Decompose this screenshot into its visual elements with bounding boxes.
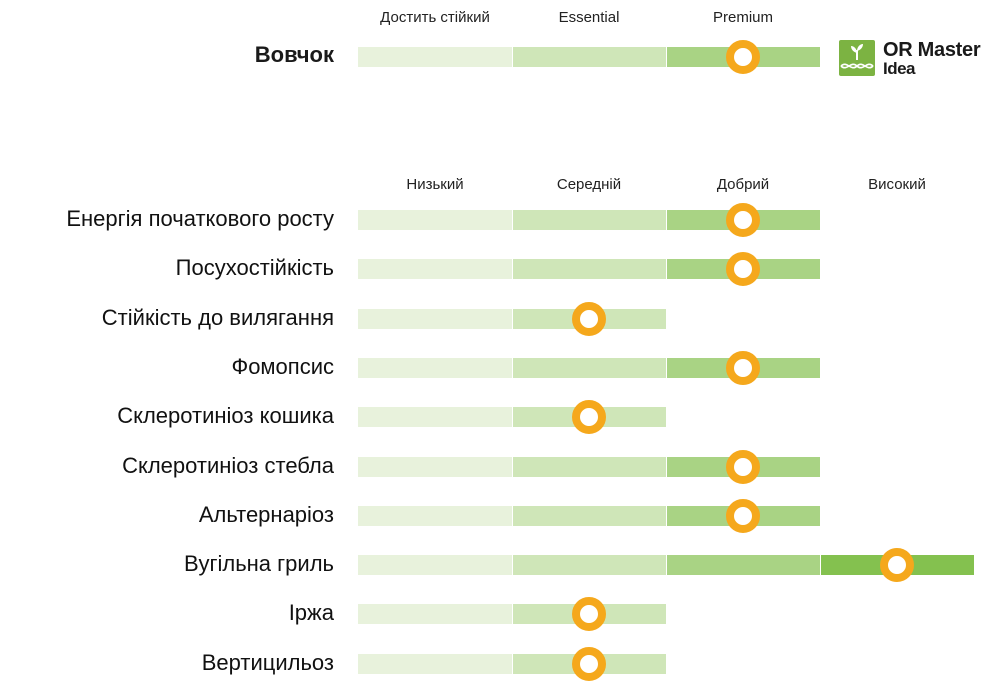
top-scale-label-2: Essential bbox=[558, 9, 620, 26]
trait-level-bar bbox=[358, 604, 666, 624]
trait-label: Склеротиніоз кошика bbox=[117, 403, 334, 428]
trait-level-marker bbox=[572, 597, 606, 631]
trait-bar-segment-1 bbox=[358, 604, 512, 624]
brand-logo: OR Master Idea bbox=[839, 39, 995, 78]
trait-bar-segment-2 bbox=[512, 210, 666, 230]
trait-label: Склеротиніоз стебла bbox=[122, 453, 334, 478]
trait-bar-segment-1 bbox=[358, 210, 512, 230]
trait-level-bar bbox=[358, 358, 820, 378]
top-scale-label-3: Premium bbox=[712, 9, 773, 26]
trait-label: Іржа bbox=[288, 600, 334, 625]
trait-level-marker bbox=[726, 351, 760, 385]
trait-bar-segment-1 bbox=[358, 457, 512, 477]
top-scale-label-1: Достить стійкий bbox=[380, 9, 490, 26]
trait-bar-segment-1 bbox=[358, 407, 512, 427]
trait-label: Енергія початкового росту bbox=[66, 206, 334, 231]
trait-level-marker bbox=[726, 499, 760, 533]
seedling-dna-icon bbox=[839, 40, 875, 76]
logo-text-line1: OR Master bbox=[883, 39, 981, 61]
trait-bar-segment-2 bbox=[512, 457, 666, 477]
trait-label: Вугільна гриль bbox=[184, 551, 334, 576]
trait-label: Альтернаріоз bbox=[198, 502, 334, 527]
trait-level-marker bbox=[726, 252, 760, 286]
trait-bar-segment-1 bbox=[358, 654, 512, 674]
trait-level-marker bbox=[726, 203, 760, 237]
product-name: Вовчок bbox=[254, 42, 334, 67]
product-bar-segment-1 bbox=[358, 47, 512, 67]
trait-level-bar bbox=[358, 457, 820, 477]
scale-label-good: Добрий bbox=[716, 176, 770, 193]
trait-label: Стійкість до вилягання bbox=[101, 305, 334, 330]
trait-bar-segment-1 bbox=[358, 309, 512, 329]
trait-level-marker bbox=[572, 302, 606, 336]
logo-text-line2: Idea bbox=[883, 59, 916, 78]
scale-label-high: Високий bbox=[868, 176, 926, 193]
trait-bar-segment-2 bbox=[512, 555, 666, 575]
trait-level-marker bbox=[880, 548, 914, 582]
trait-bar-segment-3 bbox=[666, 555, 820, 575]
trait-level-bar bbox=[358, 407, 666, 427]
trait-bar-segment-1 bbox=[358, 259, 512, 279]
trait-bar-segment-1 bbox=[358, 358, 512, 378]
trait-level-bar bbox=[358, 309, 666, 329]
scale-label-low: Низький bbox=[406, 176, 464, 193]
trait-level-bar bbox=[358, 210, 820, 230]
trait-bar-segment-2 bbox=[512, 259, 666, 279]
trait-level-marker bbox=[572, 400, 606, 434]
product-bar-segment-2 bbox=[512, 47, 666, 67]
trait-level-marker bbox=[726, 450, 760, 484]
trait-bar-segment-2 bbox=[512, 358, 666, 378]
trait-label: Фомопсис bbox=[231, 354, 334, 379]
trait-level-bar bbox=[358, 654, 666, 674]
trait-label: Посухостійкість bbox=[175, 255, 334, 280]
trait-label: Вертицильоз bbox=[201, 650, 334, 675]
trait-bar-segment-1 bbox=[358, 555, 512, 575]
product-level-marker bbox=[726, 40, 760, 74]
trait-bar-segment-2 bbox=[512, 506, 666, 526]
trait-level-marker bbox=[572, 647, 606, 681]
trait-bar-segment-1 bbox=[358, 506, 512, 526]
scale-label-medium: Середній bbox=[556, 176, 622, 193]
